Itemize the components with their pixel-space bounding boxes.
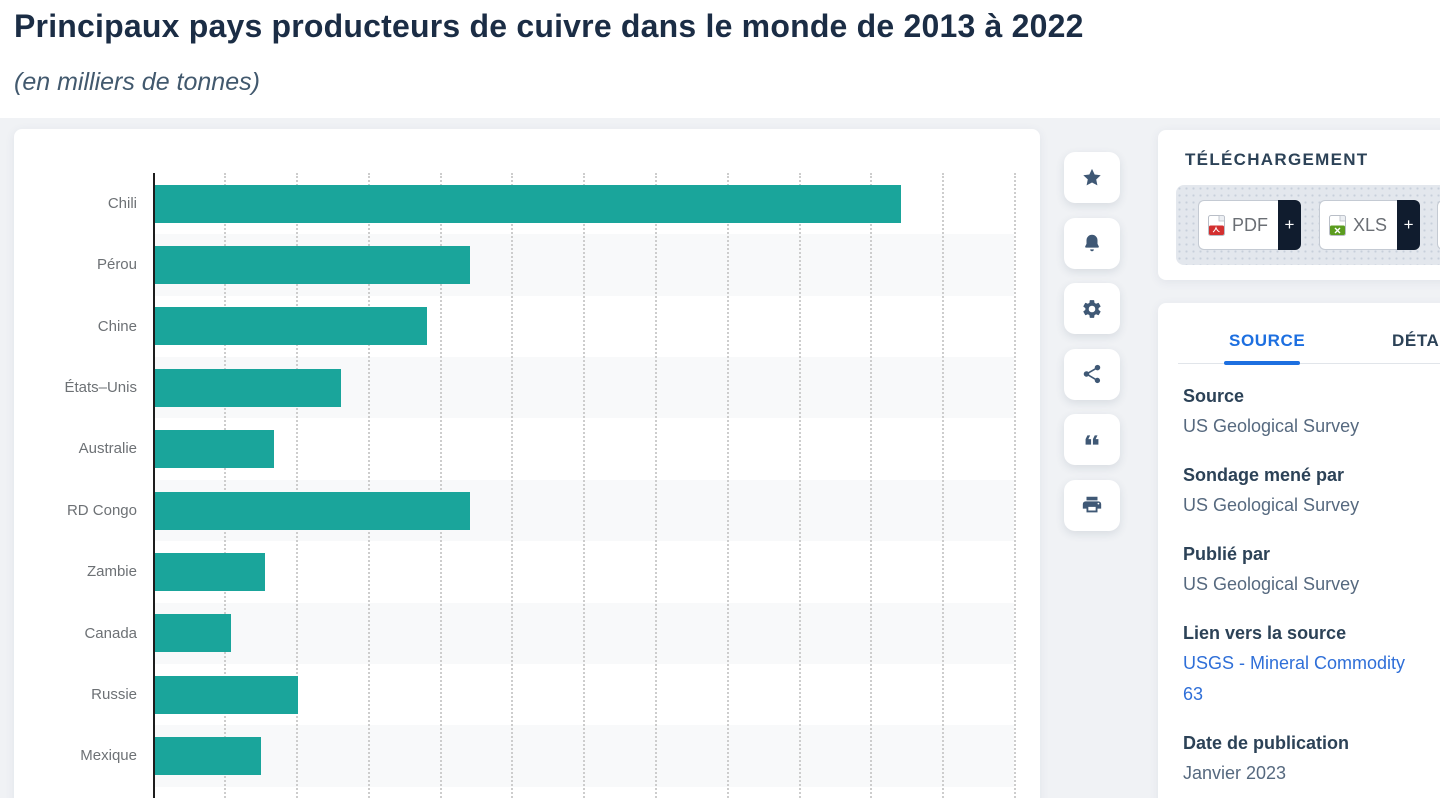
settings-button[interactable] <box>1064 283 1120 334</box>
tab-details[interactable]: DÉTAILS <box>1392 331 1440 350</box>
page-title: Principaux pays producteurs de cuivre da… <box>14 8 1084 44</box>
gridline <box>1014 172 1016 798</box>
share-icon <box>1083 364 1101 384</box>
category-label: Chili <box>107 194 137 212</box>
bar-Russie <box>154 675 299 714</box>
category-label: RD Congo <box>66 501 137 519</box>
category-label: Mexique <box>80 747 137 765</box>
bar-RD Congo <box>154 491 471 530</box>
bar-Mexique <box>154 737 261 776</box>
download-pdf-label: PDF <box>1232 214 1268 235</box>
field-label-survey-by: Sondage mené par <box>1183 465 1345 485</box>
gridline <box>511 172 514 798</box>
download-heading: TÉLÉCHARGEMENT <box>1185 150 1369 169</box>
category-label: Chine <box>97 317 137 335</box>
gridline <box>870 172 873 798</box>
field-value-survey-by: US Geological Survey <box>1183 495 1360 515</box>
bell-icon <box>1085 234 1099 252</box>
alert-button[interactable] <box>1064 217 1120 269</box>
download-xls-plus[interactable]: + <box>1397 200 1421 250</box>
gridline <box>224 172 227 798</box>
field-label-source-link: Lien vers la source <box>1183 623 1347 643</box>
download-pdf-button[interactable]: PDF + <box>1198 200 1301 250</box>
print-button[interactable] <box>1064 479 1120 531</box>
download-xls-label: XLS <box>1353 214 1388 235</box>
share-button[interactable] <box>1064 348 1120 400</box>
bar-Canada <box>154 614 231 653</box>
gridline <box>726 172 729 798</box>
field-value-published-by: US Geological Survey <box>1183 574 1360 594</box>
field-value-source: US Geological Survey <box>1183 416 1360 436</box>
category-label: Zambie <box>86 563 137 581</box>
chart-card: Chili Pérou Chine États–Unis Australie RD Con… <box>14 129 1040 798</box>
download-pdf-plus[interactable]: + <box>1278 200 1301 250</box>
category-label: États–Unis <box>64 379 137 396</box>
field-label-source: Source <box>1183 386 1245 406</box>
pdf-file-icon <box>1208 214 1225 236</box>
gridline <box>798 172 801 798</box>
quote-icon <box>1085 434 1099 445</box>
download-tray: PDF + XLS + <box>1176 185 1440 265</box>
source-link-line1[interactable]: USGS - Mineral Commodity <box>1183 653 1406 673</box>
tab-divider <box>1178 363 1440 364</box>
star-icon <box>1083 168 1101 185</box>
category-label: Russie <box>91 686 137 703</box>
print-icon <box>1082 496 1102 513</box>
source-card: SOURCE DÉTAILS Source US Geological Surv… <box>1158 303 1440 798</box>
gridline <box>583 172 586 798</box>
gridline <box>296 172 299 798</box>
download-card: TÉLÉCHARGEMENT PDF + <box>1158 130 1440 280</box>
gear-icon <box>1083 299 1101 318</box>
bar-Pérou <box>154 245 471 284</box>
page-subtitle: (en milliers de tonnes) <box>14 68 260 96</box>
category-label: Pérou <box>96 256 137 274</box>
source-link[interactable]: USGS - Mineral Commodity 63 <box>1183 648 1440 710</box>
bar-Australie <box>154 430 274 469</box>
bar-Chili <box>154 184 902 223</box>
gridline <box>942 172 945 798</box>
citation-button[interactable] <box>1064 414 1120 465</box>
xls-file-icon <box>1329 214 1346 236</box>
gridline <box>367 172 370 798</box>
source-link-line2[interactable]: 63 <box>1183 684 1204 704</box>
favorite-button[interactable] <box>1064 152 1120 203</box>
gridline <box>439 172 442 798</box>
tab-source[interactable]: SOURCE <box>1229 331 1306 350</box>
y-axis-line <box>152 172 155 798</box>
active-tab-underline <box>1224 361 1300 365</box>
category-label: Canada <box>84 624 137 642</box>
field-label-publication-date: Date de publication <box>1183 733 1350 753</box>
download-xls-button[interactable]: XLS + <box>1319 200 1421 250</box>
field-label-published-by: Publié par <box>1183 544 1271 564</box>
bar-Zambie <box>154 552 266 591</box>
bar-Chine <box>154 307 428 346</box>
category-label: Australie <box>78 440 137 458</box>
gridline <box>655 172 658 798</box>
bar-États–Unis <box>154 368 342 407</box>
field-value-publication-date: Janvier 2023 <box>1183 763 1287 783</box>
